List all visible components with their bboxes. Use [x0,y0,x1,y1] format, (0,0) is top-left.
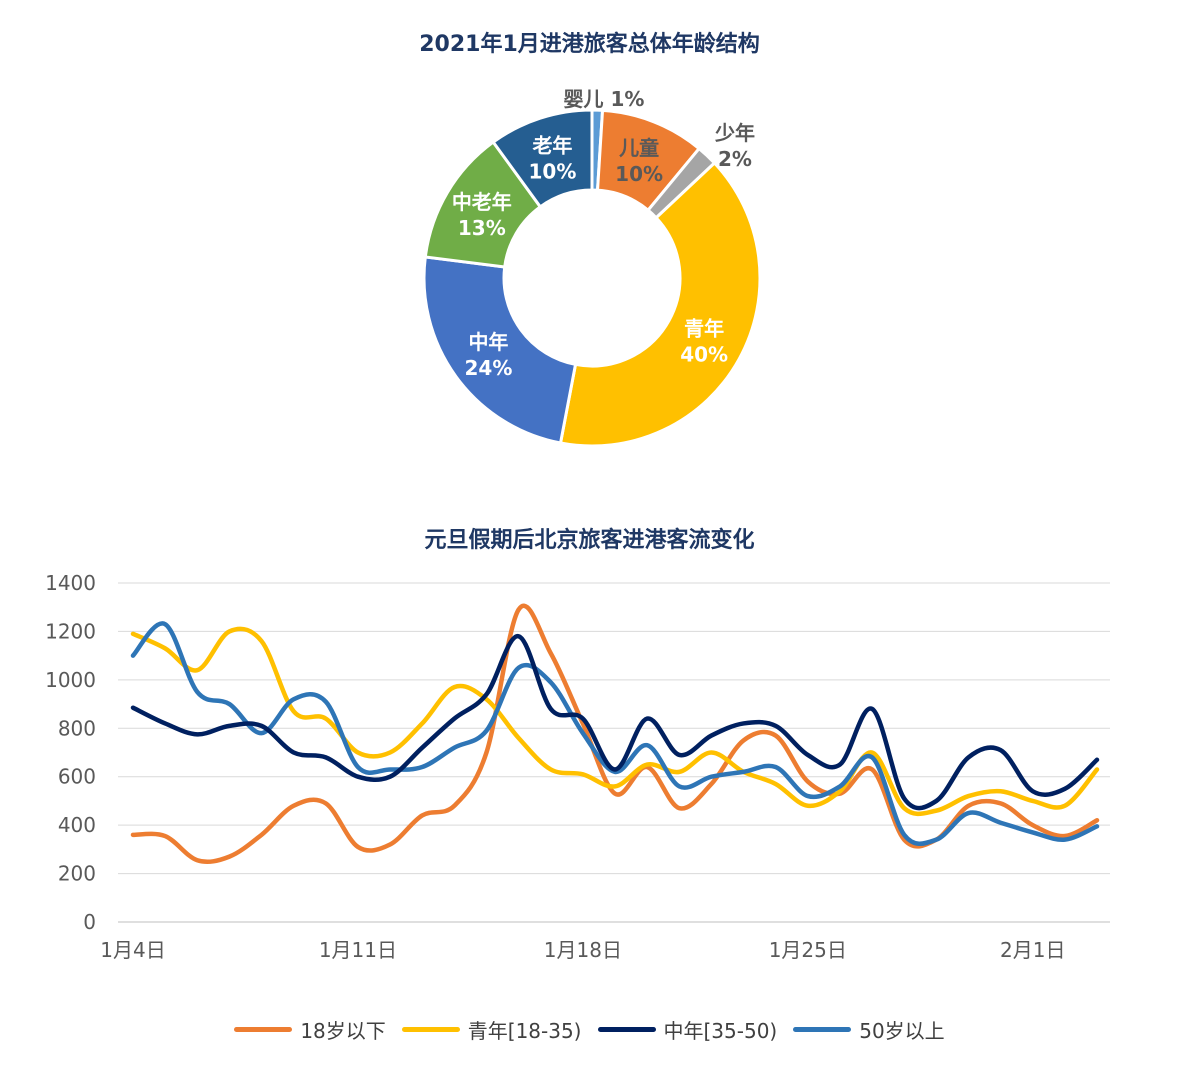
series-line-2 [130,634,1100,811]
y-tick-label: 200 [58,862,96,886]
legend-swatch [793,1027,852,1032]
legend-label: 50岁以上 [859,1019,945,1043]
legend-swatch [401,1027,460,1032]
line-chart: 0 200 400 600 800 1000 1200 1400 1月4日 1月11日 1月18日 1… [45,571,1110,962]
donut-slice-percent: 13% [458,216,506,240]
donut-slice-label: 中年 [468,330,508,354]
donut-slice-percent: 10% [529,159,577,183]
line-chart-legend: 18岁以下 青年[18-35) 中年[35-50) 50岁以上 [0,1015,1179,1044]
legend-item-under-18: 18岁以下 [234,1015,386,1044]
y-tick-label: 1000 [45,668,96,692]
donut-slice-老年 [491,108,594,209]
x-tick-label: 1月25日 [769,938,847,962]
legend-swatch [234,1027,293,1032]
donut-slice-label: 中老年 [452,190,512,214]
legend-label: 中年[35-50) [663,1019,778,1043]
series-line-3 [130,621,1100,846]
x-tick-label: 1月4日 [100,938,165,962]
y-tick-label: 400 [58,813,96,837]
donut-slice-label: 少年 [714,121,755,145]
donut-slice-label: 老年 [532,133,572,157]
y-tick-label: 600 [58,765,96,789]
x-tick-label: 1月18日 [544,938,622,962]
y-tick-label: 1200 [45,619,96,643]
x-tick-label: 2月1日 [1000,938,1065,962]
series-line-1 [130,626,1100,817]
legend-item-youth: 青年[18-35) [401,1015,582,1044]
donut-slice-percent: 24% [465,356,513,380]
line-chart-title: 元旦假期后北京旅客进港客流变化 [424,528,755,553]
legend-item-over-50: 50岁以上 [793,1015,945,1044]
y-tick-label: 0 [83,910,96,934]
legend-label: 18岁以下 [300,1019,386,1043]
x-tick-label: 1月11日 [319,938,397,962]
legend-swatch [597,1027,656,1032]
y-tick-label: 1400 [45,571,96,595]
donut-slice-label: 儿童 [618,136,659,160]
donut-slice-label: 婴儿 1% [564,87,645,111]
y-tick-label: 800 [58,716,96,740]
legend-label: 青年[18-35) [467,1019,582,1043]
donut-slice-percent: 2% [718,147,752,171]
donut-slice-percent: 10% [615,162,663,186]
donut-slice-label: 青年 [684,317,724,341]
donut-slice-percent: 40% [680,343,728,367]
legend-item-middle-age: 中年[35-50) [597,1015,778,1044]
donut-chart-title: 2021年1月进港旅客总体年龄结构 [419,32,760,57]
donut-slice-青年 [558,160,762,448]
donut-slice-中年 [422,255,578,445]
